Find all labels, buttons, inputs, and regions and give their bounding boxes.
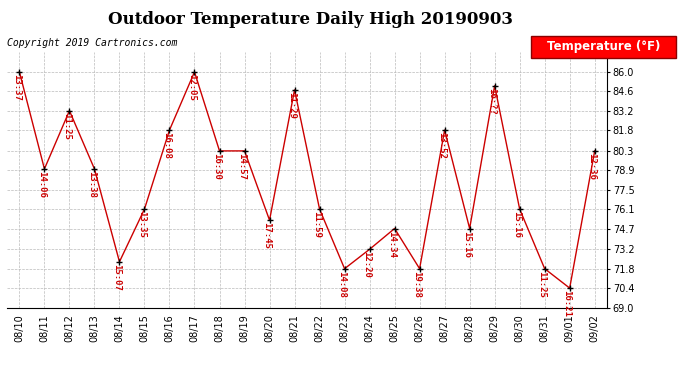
Text: 19:38: 19:38 <box>412 271 421 298</box>
Text: 14:06: 14:06 <box>37 171 46 198</box>
Text: Temperature (°F): Temperature (°F) <box>547 40 660 53</box>
Text: 11:25: 11:25 <box>538 271 546 298</box>
Text: 15:07: 15:07 <box>112 264 121 291</box>
Text: 14:34: 14:34 <box>387 231 396 258</box>
Text: Outdoor Temperature Daily High 20190903: Outdoor Temperature Daily High 20190903 <box>108 11 513 28</box>
Text: 12:20: 12:20 <box>362 251 371 278</box>
Text: 13:38: 13:38 <box>87 171 96 198</box>
Text: 13:52: 13:52 <box>437 132 446 159</box>
Text: 13:35: 13:35 <box>137 211 146 238</box>
Text: 16:??: 16:?? <box>487 88 496 115</box>
Text: 17:45: 17:45 <box>262 222 271 249</box>
Text: 16:08: 16:08 <box>162 132 171 159</box>
Text: 15:16: 15:16 <box>512 211 521 238</box>
Text: Copyright 2019 Cartronics.com: Copyright 2019 Cartronics.com <box>7 38 177 48</box>
Text: 16:30: 16:30 <box>212 153 221 180</box>
Text: 12:36: 12:36 <box>587 153 596 180</box>
Text: 14:08: 14:08 <box>337 271 346 298</box>
Text: 16:21: 16:21 <box>562 290 571 317</box>
Text: 14:57: 14:57 <box>237 153 246 180</box>
Text: 15:16: 15:16 <box>462 231 471 258</box>
Text: 11:25: 11:25 <box>62 113 71 140</box>
Text: 12:05: 12:05 <box>187 74 196 101</box>
Text: 13:37: 13:37 <box>12 74 21 101</box>
Text: 11:59: 11:59 <box>312 211 321 238</box>
Text: 11:29: 11:29 <box>287 92 296 119</box>
